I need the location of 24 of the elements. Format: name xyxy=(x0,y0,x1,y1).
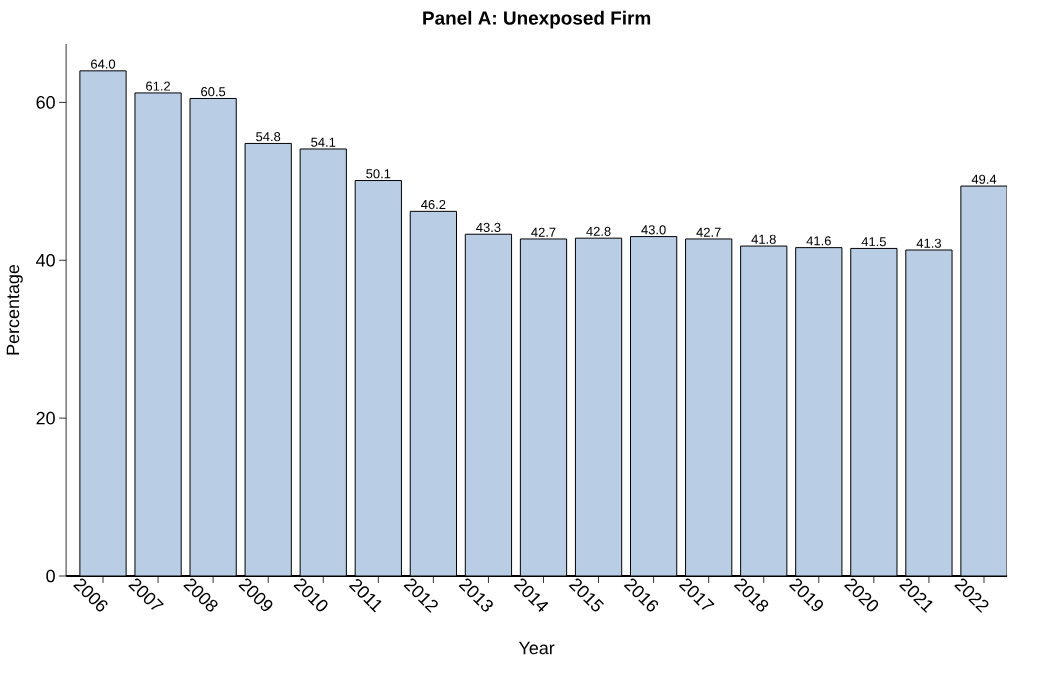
x-axis-title: Year xyxy=(518,641,555,655)
data-label: 42.7 xyxy=(696,227,721,237)
data-label: 41.5 xyxy=(861,237,886,247)
data-label: 50.1 xyxy=(366,169,391,179)
data-label: 41.3 xyxy=(916,238,941,248)
data-label: 43.3 xyxy=(476,222,501,233)
y-tick-label: 60 xyxy=(36,96,55,109)
data-label: 54.1 xyxy=(311,137,336,147)
data-label: 46.2 xyxy=(421,199,446,210)
data-label: 64.0 xyxy=(91,59,116,69)
chart-title: Panel A: Unexposed Firm xyxy=(423,10,651,29)
y-tick-label: 0 xyxy=(46,569,55,583)
data-label: 60.5 xyxy=(201,87,226,97)
data-label: 61.2 xyxy=(146,81,171,91)
y-tick-label: 20 xyxy=(36,411,55,425)
y-axis-title: Percentage xyxy=(6,264,23,355)
data-label: 41.8 xyxy=(751,234,776,244)
data-label: 42.7 xyxy=(531,227,556,237)
data-label: 43.0 xyxy=(641,225,666,235)
data-label: 54.8 xyxy=(256,132,281,142)
data-label: 42.8 xyxy=(586,226,611,236)
y-tick-label: 40 xyxy=(36,253,55,267)
data-label: 41.6 xyxy=(806,236,831,246)
data-label: 49.4 xyxy=(971,174,997,184)
